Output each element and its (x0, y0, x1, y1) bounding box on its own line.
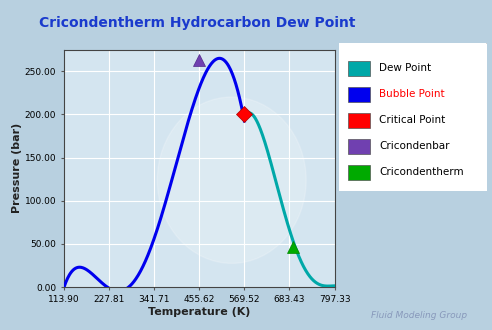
Text: Dew Point: Dew Point (379, 63, 431, 73)
Text: Cricondenbar: Cricondenbar (379, 141, 450, 151)
Text: Critical Point: Critical Point (379, 115, 446, 125)
Y-axis label: Pressure (bar): Pressure (bar) (12, 123, 22, 214)
Text: Bubble Point: Bubble Point (379, 89, 445, 99)
FancyBboxPatch shape (348, 87, 370, 102)
FancyBboxPatch shape (348, 61, 370, 76)
FancyBboxPatch shape (348, 113, 370, 127)
Ellipse shape (157, 97, 306, 263)
FancyBboxPatch shape (348, 165, 370, 180)
Text: Cricondentherm: Cricondentherm (379, 167, 464, 177)
Text: Fluid Modeling Group: Fluid Modeling Group (371, 311, 467, 320)
Text: Cricondentherm Hydrocarbon Dew Point: Cricondentherm Hydrocarbon Dew Point (38, 16, 355, 30)
FancyBboxPatch shape (337, 41, 489, 194)
X-axis label: Temperature (K): Temperature (K) (148, 307, 250, 316)
FancyBboxPatch shape (348, 139, 370, 153)
